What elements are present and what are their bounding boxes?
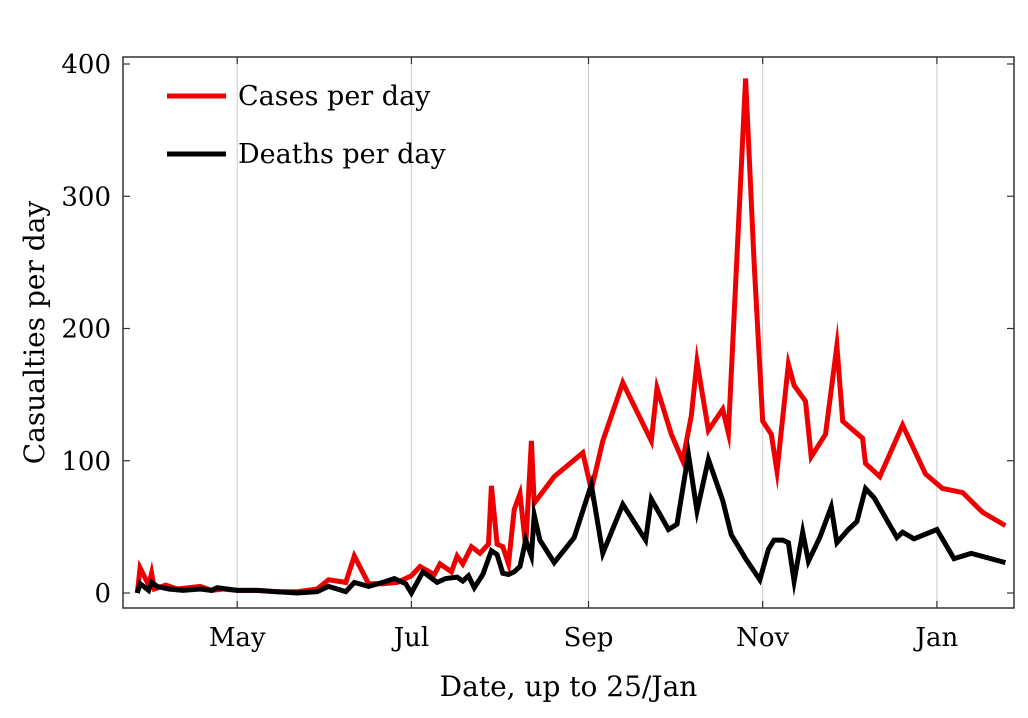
legend-label-deaths: Deaths per day	[238, 139, 447, 170]
y-tick-label-200: 200	[61, 315, 111, 345]
x-tick-label-jan: Jan	[913, 623, 959, 653]
x-tick-label-may: May	[209, 623, 266, 653]
gridlines	[236, 57, 938, 608]
y-tick-label-400: 400	[61, 50, 111, 80]
legend: Cases per day Deaths per day	[167, 81, 447, 170]
axis-ticks: May Jul Sep Nov Jan 0 100 200 300 400	[61, 50, 1014, 653]
x-tick-label-jul: Jul	[391, 623, 429, 653]
x-tick-label-sep: Sep	[564, 623, 614, 653]
x-axis-title: Date, up to 25/Jan	[440, 670, 698, 703]
x-tick-label-nov: Nov	[736, 623, 789, 653]
y-tick-label-0: 0	[94, 579, 111, 609]
y-axis-title: Casualties per day	[18, 201, 51, 465]
y-tick-label-300: 300	[61, 182, 111, 212]
legend-label-cases: Cases per day	[238, 81, 431, 112]
series-lines	[134, 78, 1007, 598]
y-tick-label-100: 100	[61, 447, 111, 477]
plot-frame	[122, 56, 1015, 609]
series-line-deaths	[134, 437, 1007, 598]
